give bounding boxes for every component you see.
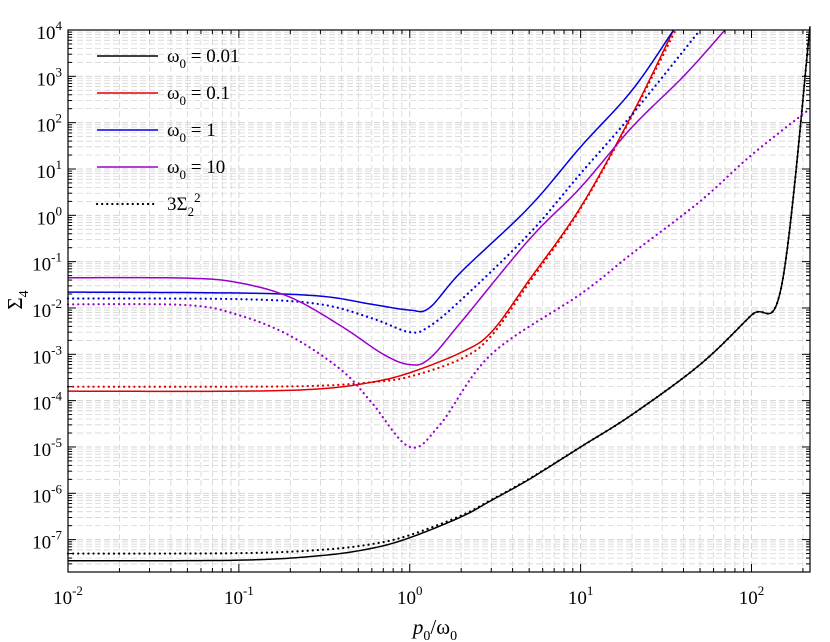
y-tick-label: 10-6 — [32, 481, 62, 507]
y-tick-label: 102 — [37, 111, 63, 137]
series-line — [67, 26, 811, 562]
legend-label: 3Σ22 — [167, 190, 201, 219]
plot-frame — [67, 29, 811, 573]
x-tick-labels: 10-2 10-1 100 101 102 — [53, 583, 764, 609]
y-tick-label: 10-1 — [32, 250, 62, 276]
y-tick-label: 101 — [37, 157, 63, 183]
series-line — [66, 107, 812, 449]
x-tick-label: 102 — [739, 583, 765, 609]
x-tick-label: 100 — [397, 583, 423, 609]
y-tick-label: 10-7 — [32, 528, 62, 554]
legend-label: ω0 = 1 — [167, 120, 216, 145]
y-axis-title: Σ4 — [3, 290, 32, 309]
ticks — [67, 29, 810, 573]
x-tick-label: 10-1 — [224, 583, 254, 609]
grid — [67, 29, 810, 573]
x-tick-label: 10-2 — [53, 583, 83, 609]
legend-label: ω0 = 10 — [167, 157, 225, 182]
y-tick-label: 10-4 — [32, 389, 62, 415]
y-tick-label: 103 — [37, 64, 63, 90]
legend-label: ω0 = 0.1 — [167, 83, 230, 108]
legend: ω0 = 0.01 ω0 = 0.1 ω0 = 1 ω0 = 10 3Σ22 — [95, 46, 239, 219]
legend-label: ω0 = 0.01 — [167, 46, 239, 71]
x-axis-title: p0/ω0 — [411, 615, 457, 642]
y-tick-label: 10-2 — [32, 296, 62, 322]
y-tick-label: 104 — [37, 18, 63, 44]
y-tick-label: 100 — [37, 203, 63, 229]
y-tick-label: 10-5 — [32, 435, 62, 461]
y-tick-label: 10-3 — [32, 342, 62, 368]
series-line — [66, 28, 702, 334]
series-line — [67, 29, 726, 366]
series-group — [66, 25, 812, 562]
x-tick-label: 101 — [568, 583, 594, 609]
series-line — [67, 29, 675, 393]
y-tick-labels: 10-7 10-6 10-5 10-4 10-3 10-2 10-1 100 101 102 103… — [32, 18, 62, 554]
series-line — [66, 28, 677, 388]
plot-background — [68, 30, 810, 572]
series-line — [67, 29, 675, 313]
